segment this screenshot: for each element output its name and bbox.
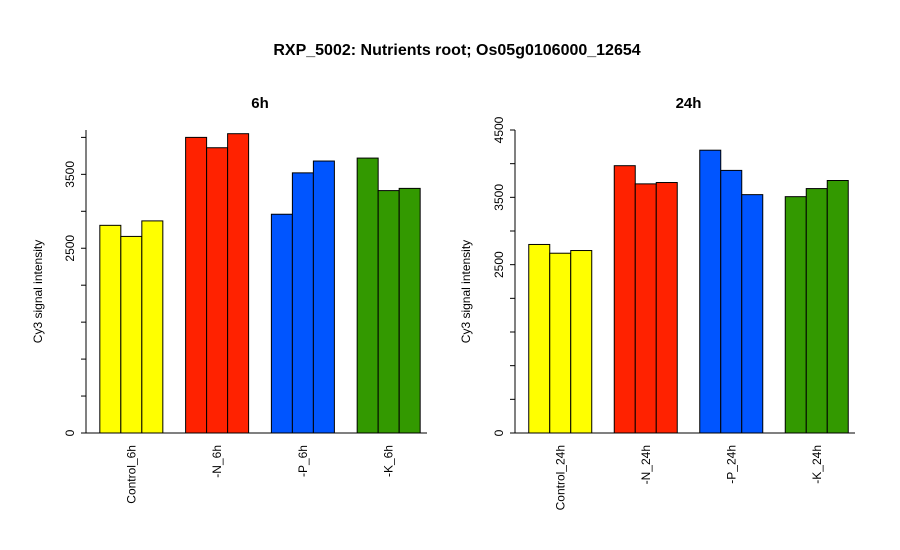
bar: [141, 220, 164, 434]
panel-title: 6h: [251, 95, 269, 112]
bar: [206, 147, 229, 434]
figure-title: RXP_5002: Nutrients root; Os05g0106000_1…: [273, 42, 640, 59]
bar: [741, 194, 764, 434]
bar: [784, 196, 807, 434]
x-category-label: -K_6h: [382, 445, 396, 477]
bar: [549, 252, 572, 434]
bar: [99, 224, 122, 434]
bar: [570, 250, 593, 434]
bar: [312, 160, 335, 434]
x-category-label: Control_6h: [124, 445, 138, 504]
bar: [699, 149, 722, 434]
bar: [528, 243, 551, 434]
panel-title: 24h: [676, 95, 702, 112]
y-tick-label: 4500: [492, 116, 506, 143]
x-category-label: -P_6h: [296, 445, 310, 477]
bar: [356, 157, 379, 434]
y-tick-label: 3500: [63, 161, 77, 188]
y-tick-label: 2500: [63, 235, 77, 262]
bar: [227, 133, 250, 434]
bar: [805, 188, 828, 434]
y-tick-label: 3500: [492, 184, 506, 211]
bar: [377, 190, 400, 434]
bar: [613, 165, 636, 434]
bar: [826, 180, 849, 434]
bar: [655, 182, 678, 434]
y-tick-label: 2500: [492, 251, 506, 278]
x-category-label: -P_24h: [724, 445, 738, 484]
bar: [720, 169, 743, 434]
y-axis-label: Cy3 signal intensity: [459, 240, 473, 343]
x-category-label: -N_24h: [639, 445, 653, 484]
y-tick-label: 0: [492, 429, 506, 436]
bar: [120, 235, 143, 434]
bar: [634, 183, 657, 434]
y-tick-label: 0: [63, 429, 77, 436]
x-category-label: -K_24h: [810, 445, 824, 484]
bar: [398, 187, 421, 434]
x-category-label: -N_6h: [210, 445, 224, 478]
bar: [185, 136, 208, 434]
bar: [291, 172, 314, 434]
y-axis-label: Cy3 signal intensity: [31, 240, 45, 343]
x-category-label: Control_24h: [553, 445, 567, 510]
bar: [270, 213, 293, 434]
